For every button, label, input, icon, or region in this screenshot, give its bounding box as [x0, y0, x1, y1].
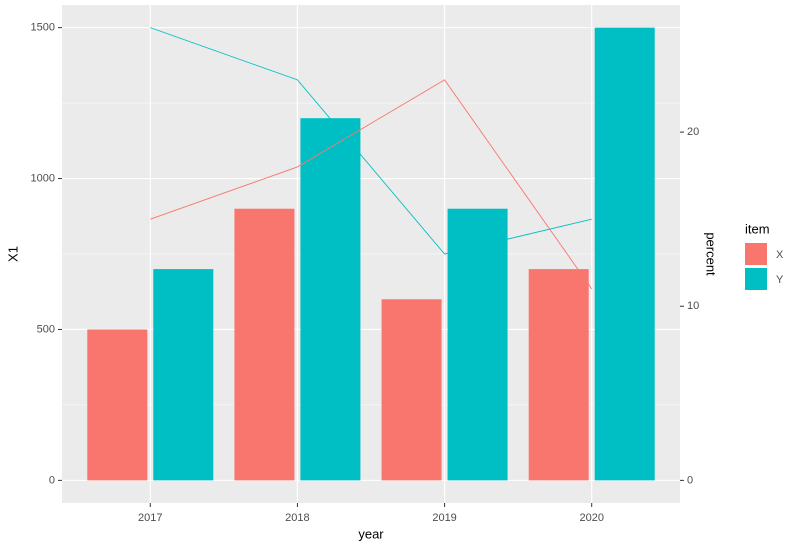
- y-tick-label: 0: [49, 474, 55, 486]
- y2-tick-label: 0: [687, 474, 693, 486]
- y-tick-label: 1000: [31, 172, 55, 184]
- bar: [234, 208, 295, 481]
- bar: [87, 329, 148, 481]
- bar: [300, 118, 361, 481]
- y-tick-label: 1500: [31, 22, 55, 34]
- x-tick-label: 2017: [138, 512, 162, 524]
- bar: [381, 299, 442, 481]
- bar: [153, 269, 214, 481]
- line: [150, 27, 592, 255]
- legend-label: X: [776, 249, 784, 261]
- bar: [528, 269, 589, 481]
- legend-key: [745, 243, 767, 265]
- bar: [447, 208, 508, 481]
- bar: [594, 27, 655, 481]
- legend-key: [745, 268, 767, 290]
- x-tick-label: 2020: [579, 512, 603, 524]
- y-tick-label: 500: [37, 323, 55, 335]
- x-tick-label: 2019: [432, 512, 456, 524]
- legend-label: Y: [776, 274, 784, 286]
- y2-axis-title: percent: [704, 232, 719, 276]
- y2-tick-label: 20: [687, 126, 699, 138]
- y2-tick-label: 10: [687, 300, 699, 312]
- line: [150, 79, 593, 290]
- x-tick-label: 2018: [285, 512, 309, 524]
- y-axis-title: X1: [5, 246, 20, 262]
- x-axis-title: year: [358, 526, 384, 541]
- legend-title: item: [745, 221, 770, 236]
